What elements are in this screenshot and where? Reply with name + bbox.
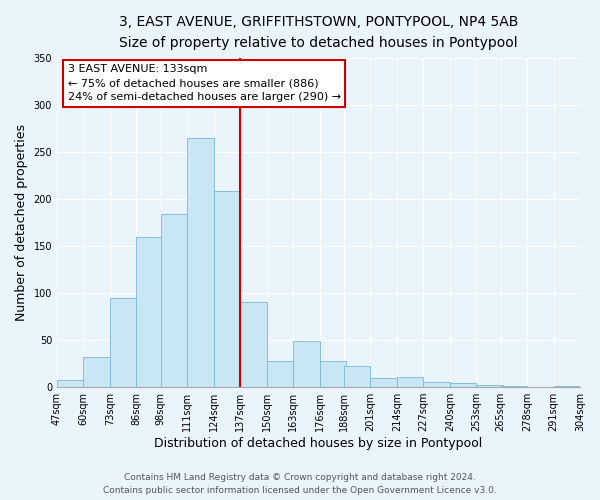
Bar [240,302,266,387]
Bar [424,382,450,387]
Bar [110,298,136,387]
X-axis label: Distribution of detached houses by size in Pontypool: Distribution of detached houses by size … [154,437,482,450]
Bar [320,360,346,387]
Bar [397,376,424,387]
Bar [554,386,580,387]
Text: 3 EAST AVENUE: 133sqm
← 75% of detached houses are smaller (886)
24% of semi-det: 3 EAST AVENUE: 133sqm ← 75% of detached … [68,64,341,102]
Bar [83,357,110,387]
Bar [266,360,293,387]
Bar [476,385,503,387]
Bar [450,384,476,387]
Bar [187,138,214,387]
Bar [136,236,163,387]
Bar [57,380,83,387]
Bar [161,214,187,387]
Bar [214,192,240,387]
Bar [500,386,527,387]
Text: Contains HM Land Registry data © Crown copyright and database right 2024.
Contai: Contains HM Land Registry data © Crown c… [103,474,497,495]
Bar [344,366,370,387]
Bar [370,378,397,387]
Bar [293,341,320,387]
Title: 3, EAST AVENUE, GRIFFITHSTOWN, PONTYPOOL, NP4 5AB
Size of property relative to d: 3, EAST AVENUE, GRIFFITHSTOWN, PONTYPOOL… [119,15,518,50]
Y-axis label: Number of detached properties: Number of detached properties [15,124,28,321]
